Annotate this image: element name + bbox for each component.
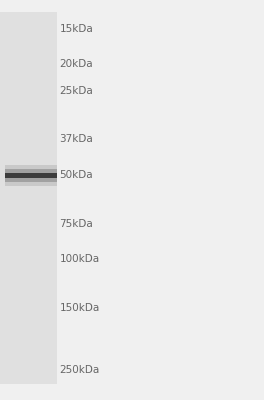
Text: 150kDa: 150kDa: [59, 303, 100, 313]
Text: 25kDa: 25kDa: [59, 86, 93, 96]
Text: 50kDa: 50kDa: [59, 170, 93, 180]
Text: 37kDa: 37kDa: [59, 134, 93, 144]
Text: 20kDa: 20kDa: [59, 59, 93, 69]
Bar: [0, 12, 57, 384]
Bar: [5, 165, 57, 186]
Text: 75kDa: 75kDa: [59, 219, 93, 229]
Text: 15kDa: 15kDa: [59, 24, 93, 34]
Text: 100kDa: 100kDa: [59, 254, 100, 264]
Text: 250kDa: 250kDa: [59, 365, 100, 375]
Bar: [5, 169, 57, 182]
Bar: [5, 173, 57, 178]
